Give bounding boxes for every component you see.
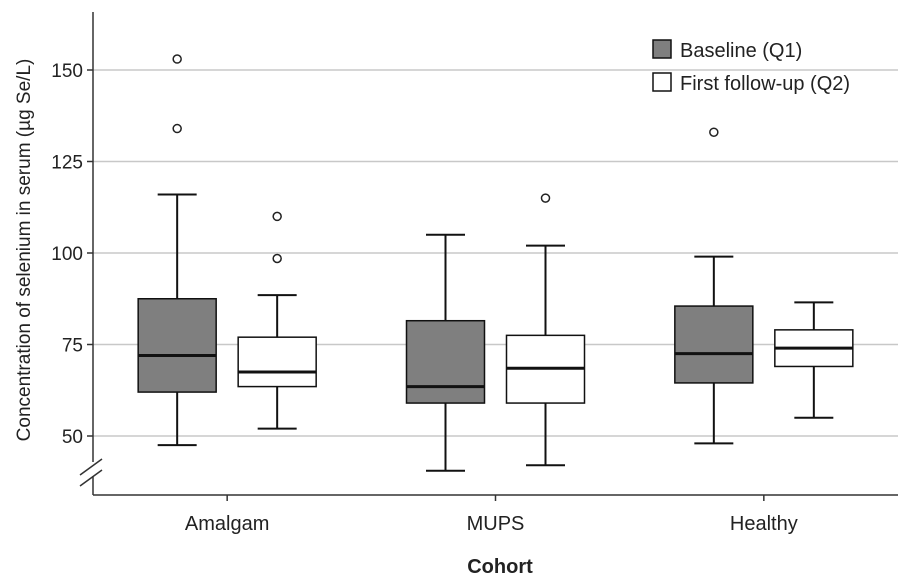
box-healthy-series-1 (774, 301, 854, 419)
x-tick-label-mups: MUPS (467, 513, 525, 535)
gridlines (93, 69, 898, 437)
y-tick-label-150: 150 (51, 61, 83, 82)
outlier-point-0 (540, 193, 551, 203)
outlier-point-1 (272, 211, 282, 222)
y-tick-label-125: 125 (51, 153, 83, 174)
legend-swatch-0 (652, 39, 672, 59)
legend: Baseline (Q1) First follow-up (Q2) (652, 39, 850, 95)
x-axis-label: Cohort (467, 556, 533, 578)
box-iqr (674, 305, 754, 384)
legend-label-0: Baseline (Q1) (680, 40, 802, 62)
y-tick-label-100: 100 (51, 244, 83, 265)
box-iqr (405, 319, 486, 404)
legend-swatch-1 (652, 72, 672, 92)
y-tick-label-50: 50 (62, 427, 83, 448)
y-axis-label: Concentration of selenium in serum (µg S… (14, 59, 35, 442)
outlier-point-0 (709, 127, 719, 137)
box-iqr (237, 336, 317, 388)
axes: 50 75 100 125 150 Amalgam MUPS Healthy (51, 12, 898, 535)
box-mups-series-0 (405, 233, 486, 472)
box-iqr (137, 298, 217, 393)
legend-label-1: First follow-up (Q2) (680, 73, 850, 95)
box-amalgam-series-1 (237, 211, 317, 430)
y-tick-label-75: 75 (62, 336, 83, 357)
outlier-point-0 (272, 253, 282, 264)
box-mups-series-1 (505, 193, 586, 467)
axis-break-mark-1 (79, 458, 103, 476)
outlier-point-1 (172, 54, 182, 64)
box-amalgam-series-0 (137, 54, 217, 447)
box-series (137, 54, 854, 472)
outlier-point-0 (172, 123, 182, 134)
x-tick-label-amalgam: Amalgam (185, 513, 269, 535)
axis-break-mark-2 (79, 469, 103, 487)
x-tick-label-healthy: Healthy (730, 513, 798, 535)
box-healthy-series-0 (674, 127, 754, 445)
